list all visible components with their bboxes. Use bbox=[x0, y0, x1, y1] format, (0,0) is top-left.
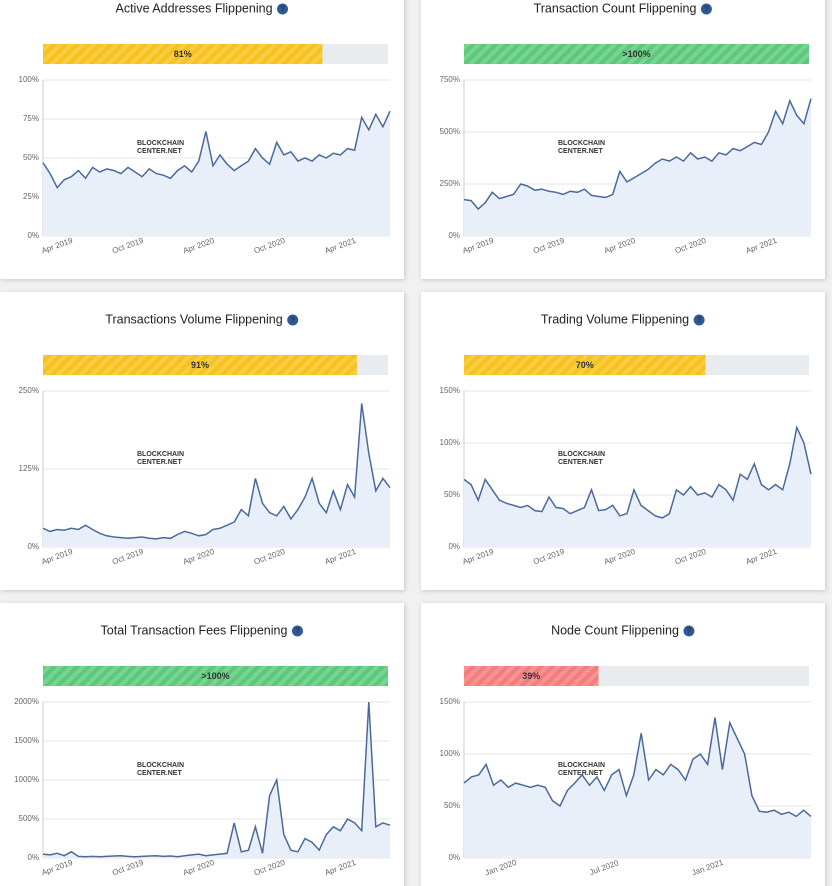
watermark: BLOCKCHAIN CENTER.NET bbox=[558, 762, 605, 777]
watermark-line: CENTER.NET bbox=[558, 770, 603, 777]
y-tick-label: 1000% bbox=[14, 775, 39, 784]
progress-stripes bbox=[464, 355, 706, 375]
y-tick-label: 100% bbox=[19, 75, 39, 84]
watermark-line: CENTER.NET bbox=[137, 770, 182, 777]
y-tick-label: 0% bbox=[27, 231, 39, 240]
line bbox=[463, 424, 812, 519]
watermark: BLOCKCHAIN CENTER.NET bbox=[137, 762, 184, 777]
help-icon-mark: ? bbox=[697, 316, 702, 325]
line bbox=[42, 110, 391, 189]
y-tick-label: 0% bbox=[27, 542, 39, 551]
y-tick-label: 50% bbox=[444, 490, 460, 499]
watermark-line: BLOCKCHAIN bbox=[137, 140, 184, 147]
y-tick-label: 150% bbox=[440, 697, 460, 706]
progress-label: 91% bbox=[191, 360, 209, 370]
help-icon-mark: ? bbox=[290, 316, 295, 325]
y-tick-label: 1500% bbox=[14, 736, 39, 745]
y-tick-label: 25% bbox=[23, 192, 39, 201]
chart-title: Transaction Count Flippening bbox=[534, 1, 697, 15]
area bbox=[43, 111, 390, 236]
progress-label: 70% bbox=[576, 360, 594, 370]
chart-title: Node Count Flippening bbox=[551, 623, 679, 637]
y-tick-label: 250% bbox=[19, 386, 39, 395]
y-tick-label: 0% bbox=[448, 542, 460, 551]
watermark-line: CENTER.NET bbox=[558, 148, 603, 155]
y-tick-label: 125% bbox=[19, 464, 39, 473]
panel bbox=[0, 0, 404, 279]
line bbox=[463, 717, 812, 818]
help-icon-mark: ? bbox=[686, 627, 691, 636]
watermark-line: CENTER.NET bbox=[137, 459, 182, 466]
help-icon bbox=[683, 625, 695, 637]
progress-stripes bbox=[43, 44, 323, 64]
y-tick-label: 50% bbox=[444, 801, 460, 810]
watermark-line: BLOCKCHAIN bbox=[558, 451, 605, 458]
y-tick-label: 500% bbox=[19, 814, 39, 823]
progress-label: 39% bbox=[522, 671, 540, 681]
line bbox=[463, 98, 812, 211]
y-tick-label: 750% bbox=[440, 75, 460, 84]
watermark-line: CENTER.NET bbox=[137, 148, 182, 155]
progress-stripes bbox=[43, 666, 388, 686]
watermark-line: BLOCKCHAIN bbox=[137, 451, 184, 458]
watermark-line: CENTER.NET bbox=[558, 459, 603, 466]
progress-stripes bbox=[464, 44, 809, 64]
area bbox=[43, 403, 390, 547]
help-icon bbox=[277, 3, 289, 15]
watermark: BLOCKCHAIN CENTER.NET bbox=[558, 140, 605, 155]
y-tick-label: 2000% bbox=[14, 697, 39, 706]
area bbox=[464, 98, 811, 236]
progress-label: 81% bbox=[174, 49, 192, 59]
watermark: BLOCKCHAIN CENTER.NET bbox=[137, 140, 184, 155]
y-tick-label: 0% bbox=[448, 231, 460, 240]
chart-title: Active Addresses Flippening bbox=[115, 1, 272, 15]
area bbox=[464, 427, 811, 547]
watermark-line: BLOCKCHAIN bbox=[558, 762, 605, 769]
progress-stripes bbox=[464, 666, 599, 686]
progress-label: >100% bbox=[622, 49, 650, 59]
y-tick-label: 250% bbox=[440, 179, 460, 188]
y-tick-label: 100% bbox=[440, 749, 460, 758]
area bbox=[43, 702, 390, 858]
chart-title: Transactions Volume Flippening bbox=[105, 312, 282, 326]
watermark: BLOCKCHAIN CENTER.NET bbox=[558, 451, 605, 466]
y-tick-label: 75% bbox=[23, 114, 39, 123]
y-tick-label: 150% bbox=[440, 386, 460, 395]
help-icon-mark: ? bbox=[280, 5, 285, 14]
line bbox=[42, 701, 391, 858]
help-icon bbox=[700, 3, 712, 15]
progress-stripes bbox=[43, 355, 357, 375]
help-icon bbox=[693, 314, 705, 326]
area bbox=[464, 717, 811, 858]
y-tick-label: 500% bbox=[440, 127, 460, 136]
progress-label: >100% bbox=[201, 671, 229, 681]
watermark-line: BLOCKCHAIN bbox=[137, 762, 184, 769]
y-tick-label: 50% bbox=[23, 153, 39, 162]
y-tick-label: 0% bbox=[448, 853, 460, 862]
help-icon bbox=[287, 314, 299, 326]
help-icon-mark: ? bbox=[704, 5, 709, 14]
watermark-line: BLOCKCHAIN bbox=[558, 140, 605, 147]
watermark: BLOCKCHAIN CENTER.NET bbox=[137, 451, 184, 466]
help-icon-mark: ? bbox=[295, 627, 300, 636]
chart-title: Trading Volume Flippening bbox=[541, 312, 689, 326]
y-tick-label: 0% bbox=[27, 853, 39, 862]
y-tick-label: 100% bbox=[440, 438, 460, 447]
line bbox=[42, 403, 391, 540]
help-icon bbox=[291, 625, 303, 637]
chart-title: Total Transaction Fees Flippening bbox=[101, 623, 288, 637]
